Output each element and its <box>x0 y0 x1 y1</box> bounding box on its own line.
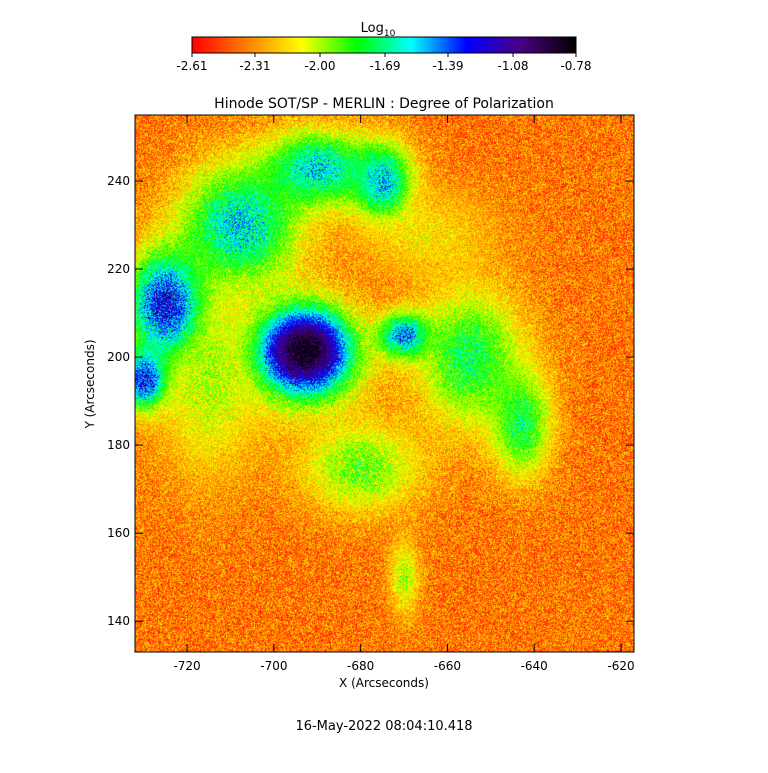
colorbar-tick-label: -1.08 <box>498 59 529 73</box>
y-tick-label: 160 <box>107 526 130 540</box>
x-axis: -720 -700 -680 -660 -640 -620 <box>173 115 635 673</box>
colorbar-tick-label: -2.61 <box>176 59 207 73</box>
colorbar <box>191 36 577 54</box>
colorbar-tick-label: -0.78 <box>560 59 591 73</box>
y-tick-label: 200 <box>107 350 130 364</box>
y-axis-label: Y (Arcseconds) <box>83 339 97 429</box>
x-tick-label: -700 <box>260 659 287 673</box>
y-tick-label: 140 <box>107 614 130 628</box>
colorbar-tick-label: -1.69 <box>370 59 401 73</box>
x-tick-label: -720 <box>173 659 200 673</box>
colorbar-tick-label: -1.39 <box>432 59 463 73</box>
x-tick-label: -660 <box>434 659 461 673</box>
y-tick-label: 220 <box>107 262 130 276</box>
plot-frame <box>134 114 635 653</box>
x-tick-label: -640 <box>521 659 548 673</box>
colorbar-label: Log10 <box>361 21 396 39</box>
colorbar-label-main: Log <box>361 21 384 36</box>
chart-title: Hinode SOT/SP - MERLIN : Degree of Polar… <box>214 96 554 112</box>
colorbar-tick-label: -2.31 <box>239 59 270 73</box>
y-tick-label: 240 <box>107 174 130 188</box>
x-tick-label: -620 <box>607 659 634 673</box>
heatmap-image <box>135 115 634 652</box>
y-tick-label: 180 <box>107 438 130 452</box>
colorbar-label-sub: 10 <box>384 29 396 39</box>
x-axis-label: X (Arcseconds) <box>339 676 429 690</box>
y-axis: 140 160 180 200 220 240 <box>107 174 634 628</box>
colorbar-tick-label: -2.00 <box>304 59 335 73</box>
colorbar-ticks: -2.61 -2.31 -2.00 -1.69 -1.39 -1.08 -0.78 <box>176 53 592 73</box>
x-tick-label: -680 <box>347 659 374 673</box>
timestamp: 16-May-2022 08:04:10.418 <box>295 719 472 734</box>
